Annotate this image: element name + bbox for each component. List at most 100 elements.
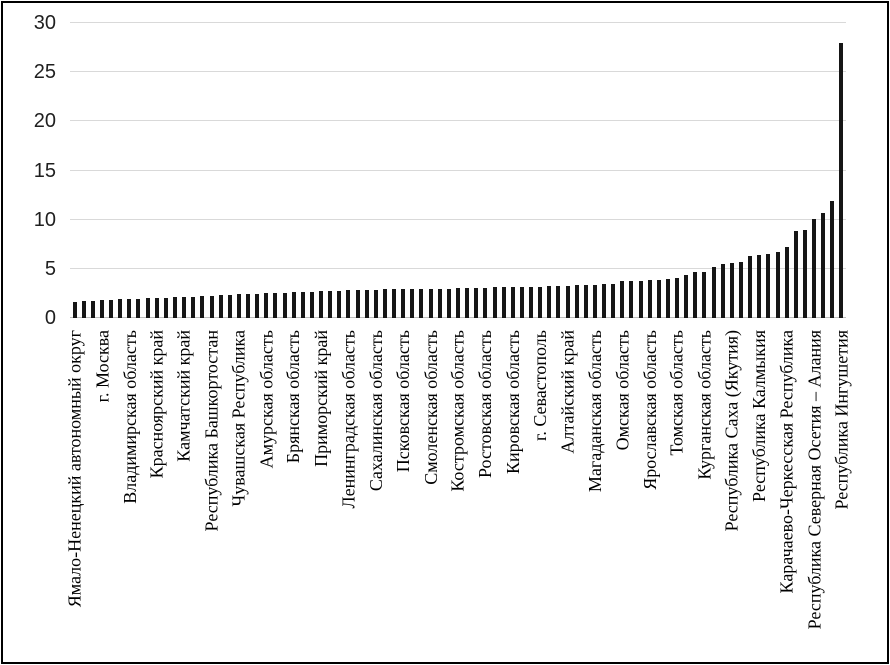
bar: [675, 277, 680, 318]
bar: [419, 288, 424, 318]
bar: [337, 291, 342, 318]
bar: [656, 279, 661, 318]
bar: [90, 301, 95, 318]
x-category-label: Республика Северная Осетия – Алания: [804, 330, 825, 630]
bar: [547, 285, 552, 318]
bar: [456, 287, 460, 318]
y-axis-tick-label: 5: [44, 257, 56, 280]
bar: [602, 283, 607, 318]
bar: [510, 286, 515, 318]
bar: [410, 289, 415, 318]
bar: [309, 292, 314, 318]
gridline: [70, 71, 846, 73]
x-category-label: Республика Башкортостан: [201, 330, 222, 532]
y-axis-tick-label: 30: [33, 12, 56, 34]
bar: [127, 299, 132, 318]
bar: [647, 279, 652, 318]
x-category-label: Кировская область: [502, 330, 523, 475]
bar: [172, 297, 177, 318]
bar: [492, 286, 497, 318]
bar: [556, 285, 561, 318]
y-axis-tick-label: 25: [33, 61, 56, 84]
bar: [839, 42, 844, 318]
gridline: [70, 218, 846, 220]
bar: [136, 299, 141, 318]
bar: [182, 297, 187, 318]
bar: [255, 294, 260, 318]
bar: [729, 262, 734, 318]
x-category-label: Республика Ингушетия: [831, 330, 852, 510]
bar: [501, 286, 506, 318]
bar: [364, 290, 369, 318]
bar: [218, 295, 223, 318]
bar: [227, 295, 232, 318]
bar: [665, 278, 670, 318]
x-category-label: Омская область: [612, 330, 633, 451]
bar: [246, 294, 251, 318]
bar: [401, 289, 406, 318]
bar: [264, 293, 269, 318]
bar: [300, 292, 305, 318]
x-category-label: Камчатский край: [174, 330, 195, 462]
x-category-label: Алтайский край: [557, 330, 578, 454]
x-category-label: Смоленская область: [420, 330, 441, 485]
bar: [437, 288, 442, 318]
gridline: [70, 169, 846, 171]
x-category-label: Амурская область: [256, 330, 277, 469]
x-category-label: Приморский край: [311, 330, 332, 467]
x-category-label: Брянская область: [283, 330, 304, 464]
bar: [465, 287, 470, 318]
x-category-label: Ростовская область: [475, 330, 496, 478]
bar: [802, 229, 807, 318]
bar: [611, 283, 616, 318]
bar: [583, 284, 588, 318]
bar: [766, 254, 771, 318]
bar: [793, 231, 798, 318]
x-category-label: Чувашская Республика: [228, 330, 249, 507]
bar: [474, 287, 479, 318]
bar: [273, 293, 278, 318]
bar: [446, 288, 451, 318]
y-axis-tick-label: 0: [44, 307, 56, 329]
x-category-label: Томская область: [667, 330, 688, 456]
bar: [99, 300, 104, 318]
bar: [592, 284, 597, 318]
bar: [565, 285, 570, 318]
bar: [200, 296, 205, 318]
bar: [748, 256, 753, 318]
bar: [346, 290, 351, 318]
bar: [574, 284, 579, 318]
bar: [373, 290, 378, 318]
bar: [620, 280, 625, 318]
bar: [355, 290, 360, 318]
bar: [163, 298, 168, 318]
bar: [72, 302, 77, 318]
bar: [483, 287, 488, 318]
bar: [109, 300, 114, 318]
y-axis-tick-label: 10: [33, 208, 56, 231]
x-category-label: г. Москва: [91, 330, 112, 403]
bar: [282, 293, 287, 318]
x-category-label: Республика Саха (Якутия): [721, 330, 742, 532]
x-category-label: Ленинградская область: [338, 330, 359, 509]
gridline: [70, 267, 846, 269]
x-category-label: Ямало-Ненецкий автономный округ: [64, 330, 85, 608]
gridline: [70, 120, 846, 122]
x-category-label: Ярославская область: [639, 330, 660, 490]
bar: [154, 298, 159, 318]
bar: [291, 292, 296, 318]
bar: [81, 301, 86, 318]
bar: [629, 280, 634, 318]
gridline: [70, 22, 846, 23]
bar: [720, 263, 725, 318]
bar: [711, 266, 716, 318]
bar: [830, 200, 835, 318]
x-category-label: Сахалинская область: [365, 330, 386, 492]
bar: [328, 291, 333, 318]
x-category-label: г. Севастополь: [530, 330, 551, 442]
bar: [209, 296, 214, 318]
x-category-label: Владимирская область: [119, 330, 140, 504]
bar: [757, 255, 762, 318]
x-category-label: Курганская область: [694, 330, 715, 480]
